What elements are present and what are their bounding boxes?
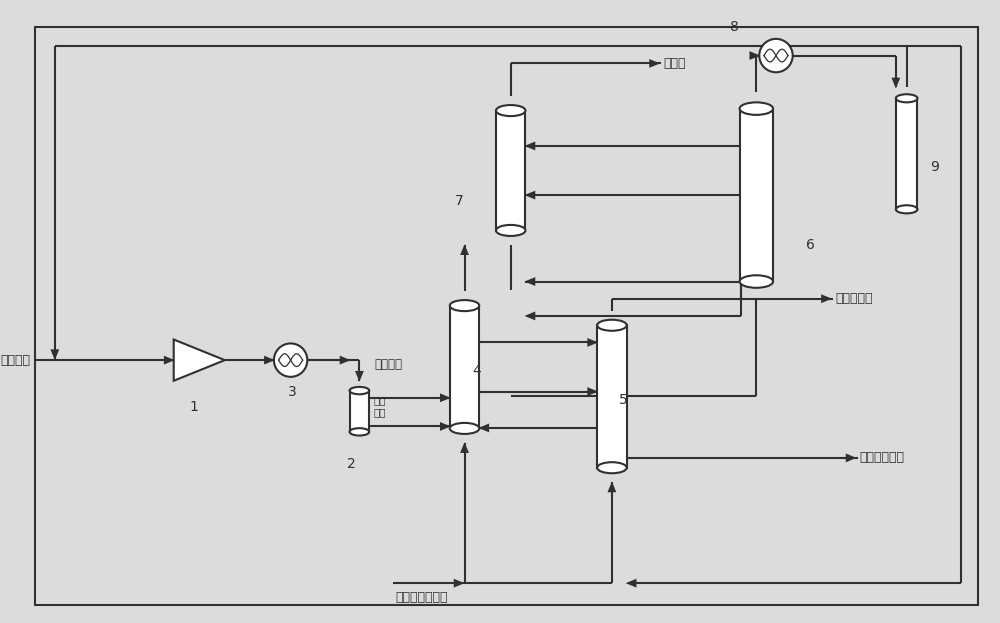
Ellipse shape [740,102,773,115]
Polygon shape [626,579,636,587]
Text: 3: 3 [288,384,297,399]
Polygon shape [454,579,465,587]
Polygon shape [524,312,535,320]
Polygon shape [846,454,857,462]
Text: 燃料气: 燃料气 [663,57,685,70]
Text: 5: 5 [619,393,628,407]
Polygon shape [355,371,364,382]
Text: 碳二提浓气: 碳二提浓气 [835,292,872,305]
Bar [740,108,773,282]
Text: 抽出碳四物料: 抽出碳四物料 [860,452,905,464]
Ellipse shape [896,205,917,213]
Bar [597,325,627,468]
Ellipse shape [350,428,369,435]
Polygon shape [440,422,451,431]
Text: 7: 7 [455,194,464,208]
Ellipse shape [597,462,627,473]
Polygon shape [649,59,660,68]
Polygon shape [524,141,535,150]
Polygon shape [50,350,59,360]
Ellipse shape [450,300,479,311]
Text: 2: 2 [347,457,356,471]
Text: 9: 9 [930,161,939,174]
Polygon shape [749,51,760,60]
Polygon shape [524,277,535,286]
Ellipse shape [450,423,479,434]
Polygon shape [440,393,451,402]
Text: 4: 4 [472,364,481,378]
Polygon shape [821,294,832,303]
Text: 压缩
凝液: 压缩 凝液 [373,396,386,417]
Bar [896,98,917,209]
Text: 压缩干气: 压缩干气 [374,358,402,371]
Polygon shape [264,356,275,364]
Polygon shape [460,244,469,255]
Bar [350,391,369,432]
Text: 饱和干气: 饱和干气 [0,354,30,366]
Text: 补充碳四吸收剂: 补充碳四吸收剂 [396,591,448,604]
Polygon shape [164,356,175,364]
Polygon shape [460,442,469,453]
Ellipse shape [597,320,627,331]
Polygon shape [891,78,900,88]
Bar [450,306,479,429]
Polygon shape [478,424,489,432]
Ellipse shape [740,275,773,288]
Ellipse shape [350,387,369,394]
Ellipse shape [496,105,525,116]
Polygon shape [607,482,616,492]
Ellipse shape [896,94,917,102]
Ellipse shape [496,225,525,236]
Polygon shape [587,387,598,396]
Polygon shape [524,191,535,199]
Polygon shape [174,340,225,381]
Text: 1: 1 [190,400,199,414]
Circle shape [274,343,307,377]
Text: 8: 8 [730,20,739,34]
Circle shape [759,39,793,72]
Polygon shape [587,338,598,347]
Polygon shape [340,356,351,364]
Bar [496,110,525,231]
Text: 6: 6 [806,238,815,252]
